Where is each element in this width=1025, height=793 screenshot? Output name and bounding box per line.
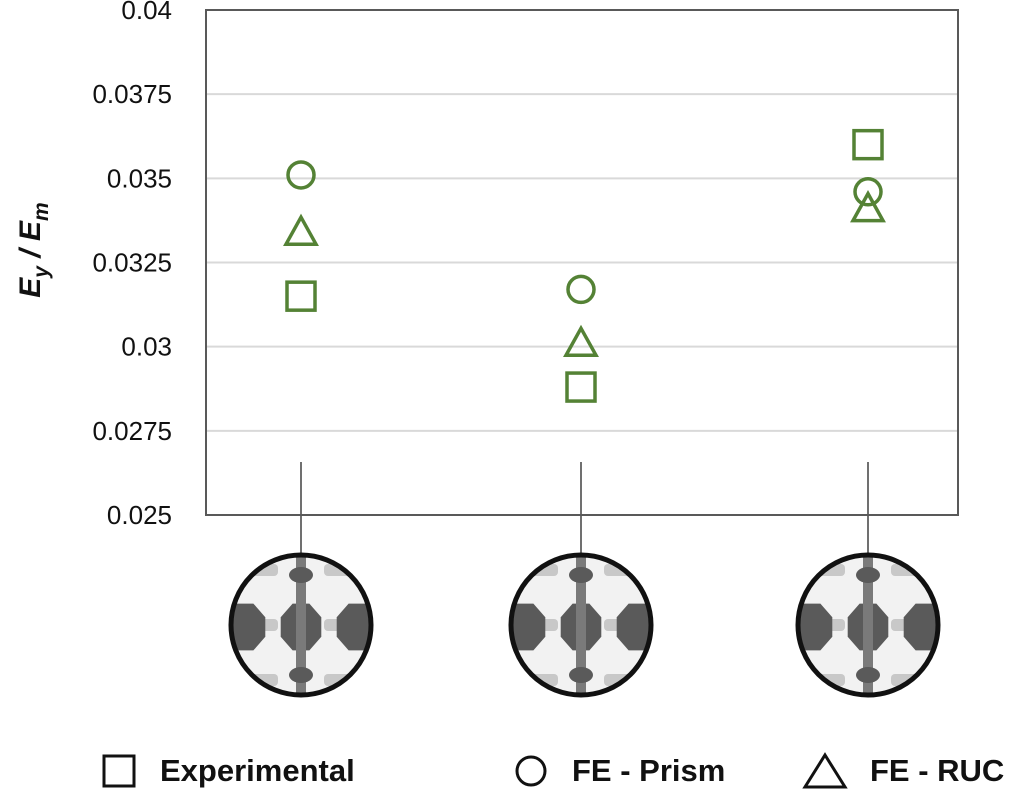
lattice-node: [798, 603, 833, 651]
gridlines: [206, 93, 958, 432]
y-axis-label-sep: /: [14, 241, 47, 266]
lattice-node: [231, 603, 266, 651]
lattice-joint: [856, 567, 880, 583]
lattice-pattern: [231, 555, 371, 695]
triangle-outline-icon: [802, 751, 848, 788]
lattice-structure-icon: [228, 552, 374, 698]
lattice-joint: [569, 667, 593, 683]
lattice-joint: [289, 567, 313, 583]
point-experimental: [285, 280, 317, 312]
y-tick-label: 0.0375: [92, 79, 172, 109]
point-fe-prism: [286, 160, 316, 190]
square-outline-icon: [102, 754, 136, 787]
lattice-spine: [863, 555, 873, 695]
lattice-pattern: [511, 555, 651, 695]
lattice-joint: [569, 567, 593, 583]
legend-item-fe-ruc: FE - RUC: [802, 748, 1004, 793]
thumbnail-border: [228, 552, 374, 698]
y-axis-label-main-den: E: [14, 220, 47, 241]
point-fe-prism: [566, 274, 596, 305]
data-markers: [283, 128, 886, 403]
legend: Experimental FE - Prism FE - RUC: [0, 748, 1025, 793]
lattice-joint: [289, 667, 313, 683]
point-fe-ruc: [563, 324, 599, 358]
plot-area-frame: [205, 9, 959, 516]
legend-label-fe-prism: FE - Prism: [572, 752, 726, 788]
thumbnail-border: [508, 552, 654, 698]
lattice-node: [336, 603, 371, 651]
point-fe-ruc: [283, 213, 319, 246]
legend-item-experimental: Experimental: [100, 748, 355, 793]
y-axis-label-sub-den: m: [30, 202, 53, 221]
y-axis-label: Ey / Em: [14, 202, 53, 297]
point-experimental: [852, 128, 884, 161]
lattice-joint: [856, 667, 880, 683]
y-tick-label: 0.025: [107, 500, 172, 530]
legend-label-fe-ruc: FE - RUC: [870, 752, 1005, 788]
lattice-structure-icon: [508, 552, 654, 698]
y-tick-labels: 0.04 0.0375 0.035 0.0325 0.03 0.0275 0.025: [92, 0, 172, 530]
legend-item-fe-prism: FE - Prism: [512, 748, 725, 793]
point-fe-ruc: [850, 190, 886, 223]
legend-label-experimental: Experimental: [160, 752, 355, 788]
y-tick-label: 0.0275: [92, 416, 172, 446]
y-tick-label: 0.03: [121, 332, 172, 362]
point-experimental: [565, 371, 597, 403]
lattice-node: [511, 603, 546, 651]
structure-thumbnails: [228, 552, 941, 698]
lattice-structure-icon: [795, 552, 941, 698]
lattice-node: [616, 603, 651, 651]
leader-lines: [300, 462, 869, 556]
circle-outline-icon: [515, 755, 547, 786]
thumbnail-border: [795, 552, 941, 698]
lattice-node: [903, 603, 938, 651]
y-axis-label-main: E: [14, 277, 47, 298]
y-tick-label: 0.0325: [92, 248, 172, 278]
y-tick-label: 0.035: [107, 163, 172, 193]
y-tick-label: 0.04: [121, 0, 172, 25]
point-fe-prism: [853, 177, 883, 207]
lattice-spine: [296, 555, 306, 695]
lattice-spine: [576, 555, 586, 695]
lattice-pattern: [798, 555, 938, 695]
scatter-chart: 0.04 0.0375 0.035 0.0325 0.03 0.0275 0.025 Ey …: [14, 0, 959, 698]
y-axis-label-sub-num: y: [30, 265, 53, 279]
